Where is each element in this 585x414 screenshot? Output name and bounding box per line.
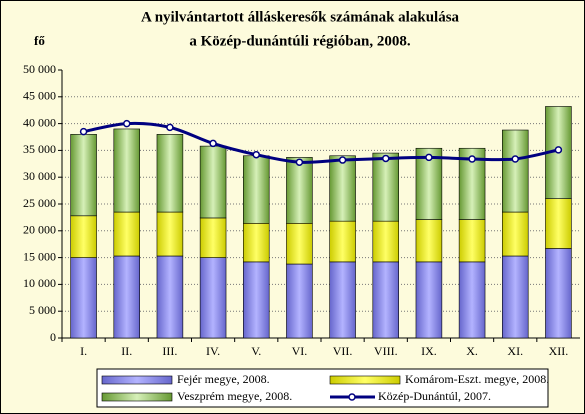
bar-segment xyxy=(199,257,227,339)
line-marker xyxy=(425,153,433,162)
line-marker xyxy=(79,127,88,136)
y-axis-label: fő xyxy=(34,33,45,48)
bar-segment xyxy=(70,134,97,217)
bar-segment xyxy=(372,152,399,222)
bar-segment xyxy=(458,219,486,263)
bar-segment xyxy=(372,220,399,263)
bar-segment xyxy=(329,220,356,263)
chart-title: A nyilvántartott álláskeresők számának a… xyxy=(141,9,460,25)
legend-swatch xyxy=(101,375,173,385)
y-tick-label: 35 000 xyxy=(23,142,56,156)
x-tick-label: XII. xyxy=(549,344,569,358)
bar-segment xyxy=(113,211,141,257)
y-tick-label: 10 000 xyxy=(23,276,56,290)
x-tick-label: VIII. xyxy=(374,344,398,358)
x-tick-label: V. xyxy=(251,344,261,358)
line-marker xyxy=(338,156,347,164)
x-tick-label: II. xyxy=(121,344,132,358)
bar-segment xyxy=(415,261,443,339)
bar-segment xyxy=(156,134,184,213)
line-marker xyxy=(166,123,174,132)
bar-segment xyxy=(458,261,486,339)
x-tick-label: IV. xyxy=(206,344,220,358)
y-tick-label: 30 000 xyxy=(23,169,56,183)
bar-segment xyxy=(545,248,572,339)
bar-segment xyxy=(501,211,529,257)
bar-segment xyxy=(243,261,270,339)
line-marker xyxy=(554,146,563,154)
line-marker xyxy=(382,154,390,163)
y-tick-label: 25 000 xyxy=(23,196,56,210)
bar-segment xyxy=(329,261,356,339)
bar-segment xyxy=(156,255,184,339)
x-tick-label: IX. xyxy=(421,344,437,358)
x-tick-label: VI. xyxy=(292,344,308,358)
y-tick-label: 20 000 xyxy=(23,223,56,237)
y-tick-label: 15 000 xyxy=(23,249,56,263)
legend-swatch xyxy=(101,392,173,402)
bar-segment xyxy=(199,217,227,258)
line-marker xyxy=(295,158,304,166)
y-tick-label: 50 000 xyxy=(23,62,56,76)
bar-segment xyxy=(70,215,97,258)
x-tick-label: I. xyxy=(80,344,87,358)
line-marker xyxy=(209,139,217,148)
y-tick-label: 5 000 xyxy=(29,303,56,317)
bar-segment xyxy=(70,257,97,339)
y-tick-label: 45 000 xyxy=(23,89,56,103)
bar-segment xyxy=(286,222,313,265)
legend-swatch xyxy=(329,375,401,385)
bar-segment xyxy=(113,128,141,213)
x-tick-label: VII. xyxy=(333,344,353,358)
legend-label: Komárom-Eszt. megye, 2008. xyxy=(405,372,549,386)
y-tick-label: 40 000 xyxy=(23,115,56,129)
bar-segment xyxy=(113,255,141,339)
x-tick-label: XI. xyxy=(507,344,523,358)
line-marker xyxy=(511,155,519,163)
y-tick-label: 0 xyxy=(50,330,56,344)
bar-segment xyxy=(286,263,313,339)
chart-title: a Közép-dunántúli régióban, 2008. xyxy=(189,33,411,49)
bar-segment xyxy=(243,222,270,263)
bar-segment xyxy=(329,155,356,222)
bar-segment xyxy=(501,129,529,213)
line-marker xyxy=(123,119,131,128)
x-tick-label: III. xyxy=(162,344,177,358)
x-tick-label: X. xyxy=(466,344,478,358)
legend-label: Fejér megye, 2008. xyxy=(177,372,270,386)
line-marker xyxy=(252,150,260,159)
bar-segment xyxy=(243,155,270,224)
bar-segment xyxy=(372,261,399,339)
bar-segment xyxy=(415,219,443,263)
bar-segment xyxy=(199,145,227,219)
bar-segment xyxy=(286,157,313,224)
bar-segment xyxy=(545,198,572,249)
bar-segment xyxy=(501,255,529,339)
bar-segment xyxy=(156,211,184,257)
line-marker xyxy=(468,155,476,163)
legend-label: Veszprém megye, 2008. xyxy=(177,389,292,403)
legend-swatch xyxy=(348,393,356,401)
legend-label: Közép-Dunántúl, 2007. xyxy=(378,389,491,403)
